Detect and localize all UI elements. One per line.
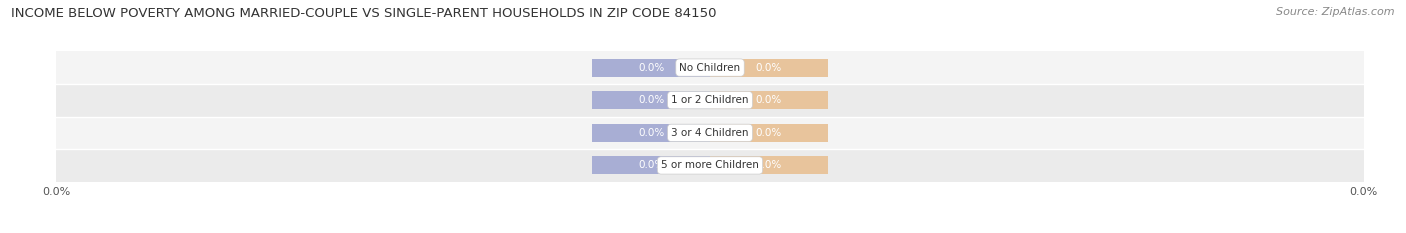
Text: 0.0%: 0.0% [756,63,782,72]
Bar [592,157,710,174]
Bar [710,157,828,174]
Text: 3 or 4 Children: 3 or 4 Children [671,128,749,138]
Text: INCOME BELOW POVERTY AMONG MARRIED-COUPLE VS SINGLE-PARENT HOUSEHOLDS IN ZIP COD: INCOME BELOW POVERTY AMONG MARRIED-COUPL… [11,7,717,20]
Bar [710,124,828,142]
Text: 0.0%: 0.0% [638,63,664,72]
Bar [56,84,1364,116]
Text: 0.0%: 0.0% [756,128,782,138]
Text: 0.0%: 0.0% [756,95,782,105]
Text: 0.0%: 0.0% [756,161,782,170]
Bar [56,51,1364,84]
Text: 0.0%: 0.0% [638,161,664,170]
Text: Source: ZipAtlas.com: Source: ZipAtlas.com [1277,7,1395,17]
Text: 1 or 2 Children: 1 or 2 Children [671,95,749,105]
Bar [710,59,828,76]
Bar [592,59,710,76]
Text: 0.0%: 0.0% [638,95,664,105]
Bar [592,91,710,109]
Text: 0.0%: 0.0% [638,128,664,138]
Text: No Children: No Children [679,63,741,72]
Bar [592,124,710,142]
Bar [56,149,1364,182]
Text: 5 or more Children: 5 or more Children [661,161,759,170]
Bar [56,116,1364,149]
Bar [710,91,828,109]
